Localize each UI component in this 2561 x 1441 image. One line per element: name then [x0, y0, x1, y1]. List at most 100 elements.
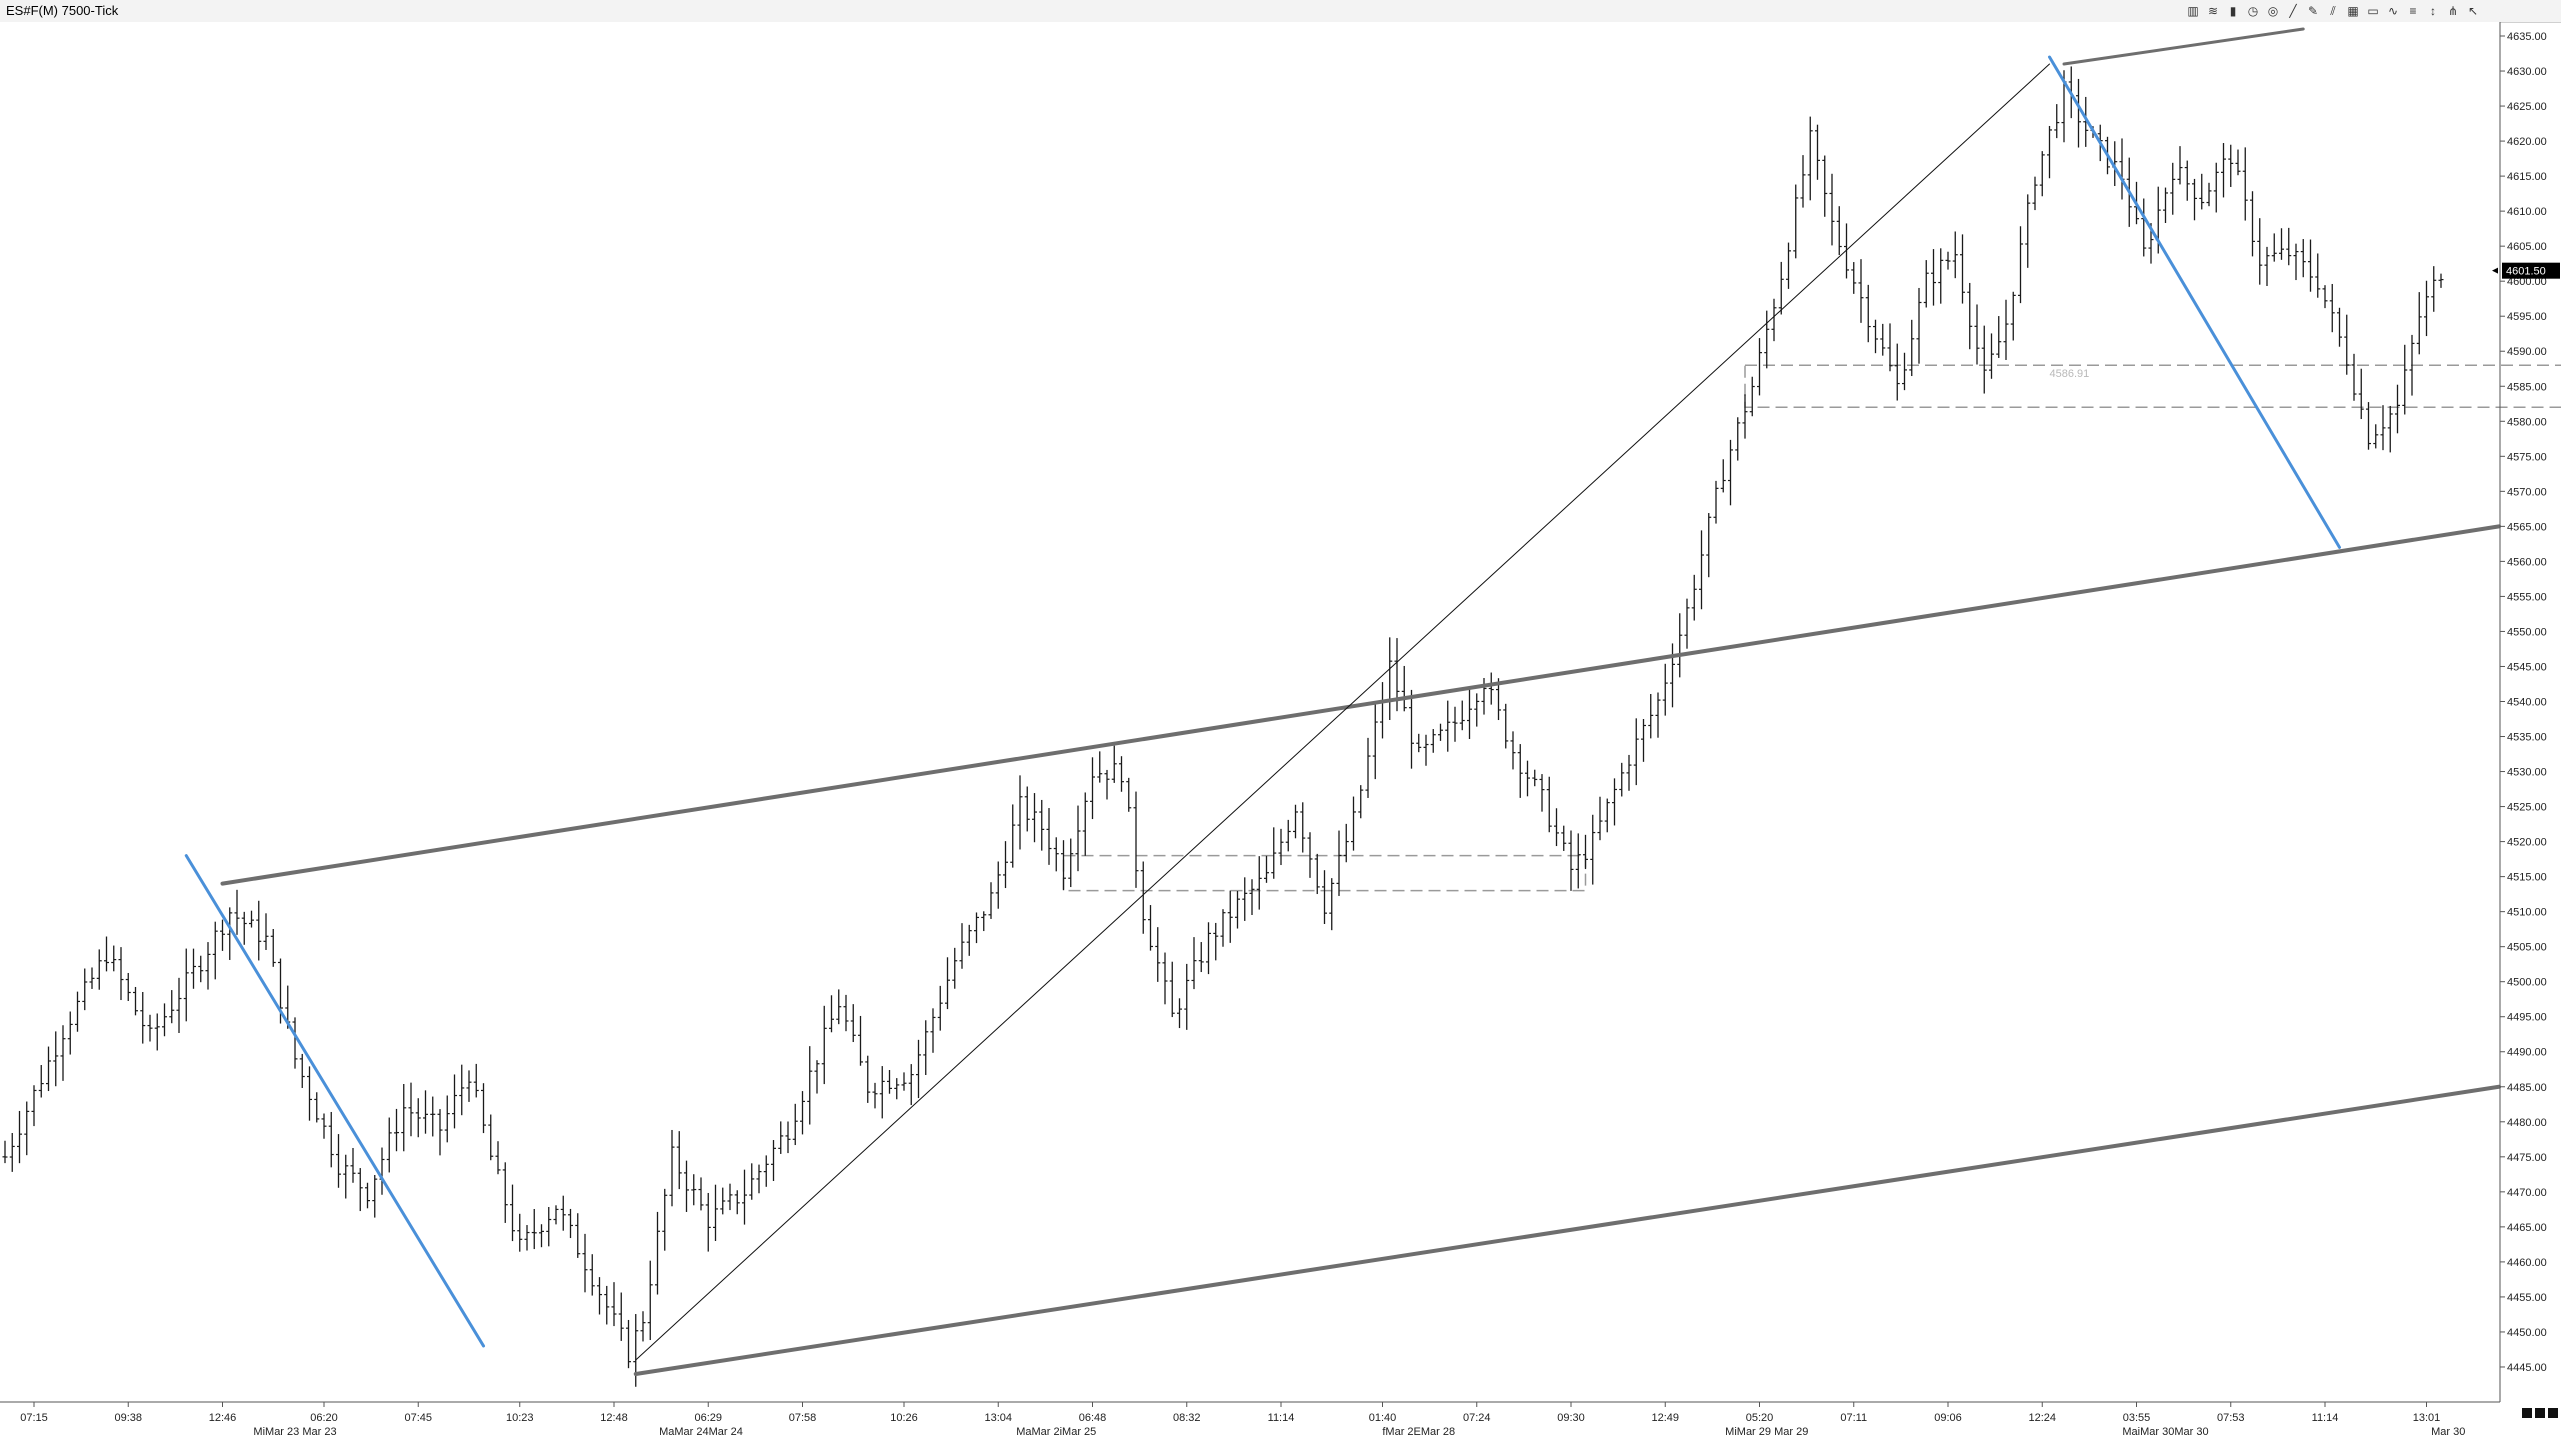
ohlc-bar: [2308, 239, 2313, 292]
ohlc-bar: [1960, 234, 1965, 304]
last-price-label: 4601.50: [2506, 266, 2546, 278]
diagonal-thin[interactable]: [635, 63, 2050, 1361]
x-date-label: MiMar 23 Mar 23: [253, 1426, 336, 1438]
y-tick-label: 4565.00: [2507, 521, 2547, 533]
y-tick-label: 4500.00: [2507, 977, 2547, 989]
ohlc-bar: [205, 942, 211, 990]
zigzag-icon[interactable]: ∿: [2387, 4, 2399, 18]
ohlc-bar: [2271, 233, 2277, 262]
ohlc-bar: [2177, 146, 2183, 185]
ohlc-bar: [1815, 124, 1820, 180]
ohlc-bar: [778, 1121, 784, 1154]
y-tick-label: 4625.00: [2507, 101, 2547, 113]
ohlc-bar: [1162, 952, 1168, 1005]
ohlc-bar: [1235, 890, 1240, 929]
ohlc-bar: [2206, 182, 2212, 207]
x-time-label: 07:11: [1840, 1412, 1867, 1424]
x-time-label: 13:01: [2413, 1412, 2441, 1424]
ohlc-bar: [2076, 78, 2081, 148]
scroll-controls[interactable]: [2522, 1408, 2558, 1418]
ohlc-bar: [655, 1211, 660, 1295]
blue-line-1[interactable]: [184, 854, 485, 1348]
cursor-icon[interactable]: ↖: [2467, 4, 2479, 18]
y-tick-label: 4585.00: [2507, 381, 2547, 393]
ohlc-bar: [212, 921, 218, 980]
ohlc-bar: [1568, 830, 1574, 891]
blue-line-2[interactable]: [2048, 55, 2341, 549]
x-date-label: MaiMar 30Mar 30: [2122, 1426, 2208, 1438]
x-date-label: Mar 30: [2431, 1426, 2465, 1438]
ohlc-bar: [698, 1177, 704, 1211]
ohlc-bar: [1322, 870, 1327, 925]
line-draw-icon[interactable]: ╱: [2289, 4, 2297, 18]
y-tick-label: 4510.00: [2507, 907, 2547, 919]
ohlc-bar: [1452, 706, 1458, 742]
ohlc-bar: [1916, 287, 1922, 364]
ohlc-bar: [2337, 307, 2342, 347]
ohlc-bar: [1764, 310, 1770, 369]
ohlc-bar: [771, 1140, 776, 1181]
ohlc-bar: [1459, 700, 1465, 731]
arrow-icon[interactable]: ↕: [2430, 4, 2436, 18]
ohlc-bar: [343, 1154, 349, 1199]
ohlc-bar: [415, 1098, 421, 1138]
ohlc-bar: [1517, 744, 1523, 798]
channel-upper-1[interactable]: [220, 524, 2501, 886]
ohlc-bar: [1880, 323, 1886, 356]
grid-icon[interactable]: ▦: [2347, 4, 2359, 18]
ohlc-bar: [1140, 861, 1146, 934]
ohlc-bar: [154, 1013, 160, 1051]
ohlc-bar: [684, 1160, 689, 1212]
ohlc-bar: [669, 1129, 675, 1207]
ohlc-bar: [9, 1133, 15, 1172]
ohlc-bar: [676, 1131, 682, 1190]
pencil-icon[interactable]: ✎: [2307, 4, 2319, 18]
ohlc-bar: [531, 1208, 537, 1250]
ohlc-bar: [901, 1072, 907, 1091]
channel-icon[interactable]: ⫽: [2330, 4, 2336, 18]
channel-lower[interactable]: [633, 1084, 2501, 1376]
ohlc-bar: [502, 1162, 508, 1223]
ohlc-bar: [1865, 284, 1871, 343]
rectangle-icon[interactable]: ▭: [2367, 4, 2379, 18]
ohlc-bar: [546, 1206, 552, 1247]
ohlc-bar: [1082, 792, 1088, 856]
ohlc-bar: [24, 1101, 30, 1156]
ohlc-bar: [1633, 718, 1639, 786]
tuning-fork-icon[interactable]: ⋔: [2447, 4, 2459, 18]
ohlc-bar: [858, 1015, 863, 1066]
ohlc-bar: [1648, 693, 1654, 739]
ohlc-bar: [510, 1184, 515, 1242]
ohlc-bar: [1148, 905, 1153, 951]
ohlc-bar: [611, 1282, 617, 1327]
zone-2[interactable]: [1744, 364, 2561, 409]
x-time-label: 12:24: [2028, 1412, 2056, 1424]
clock-icon[interactable]: ◷: [2247, 4, 2259, 18]
ohlc-bar: [481, 1083, 486, 1134]
bar-style-icon[interactable]: ▥: [2187, 4, 2199, 18]
channel-upper-2[interactable]: [2062, 27, 2305, 66]
ohlc-bar: [1430, 729, 1436, 753]
ohlc-bar: [1510, 731, 1516, 770]
candle-icon[interactable]: ▮: [2229, 4, 2237, 18]
wave-icon[interactable]: ≋: [2207, 4, 2219, 18]
ohlc-bar: [1503, 703, 1509, 749]
ohlc-bar: [1329, 878, 1335, 931]
ohlc-bar: [1778, 261, 1784, 315]
ohlc-bar: [1546, 776, 1552, 833]
fib-icon[interactable]: ≡: [2409, 4, 2417, 18]
ohlc-bar: [31, 1085, 37, 1127]
ohlc-bar: [945, 957, 950, 1010]
ohlc-bar: [887, 1070, 892, 1094]
y-tick-label: 4600.00: [2507, 276, 2547, 288]
ohlc-bar: [1256, 856, 1262, 910]
last-price-arrow-icon: [2492, 267, 2498, 274]
target-icon[interactable]: ◎: [2267, 4, 2279, 18]
ohlc-bar: [241, 911, 247, 945]
trendlines-layer[interactable]: [184, 27, 2501, 1376]
ohlc-bar: [2279, 228, 2284, 260]
ohlc-bar: [220, 919, 225, 951]
y-tick-label: 4495.00: [2507, 1012, 2547, 1024]
ohlc-bar: [626, 1319, 631, 1369]
